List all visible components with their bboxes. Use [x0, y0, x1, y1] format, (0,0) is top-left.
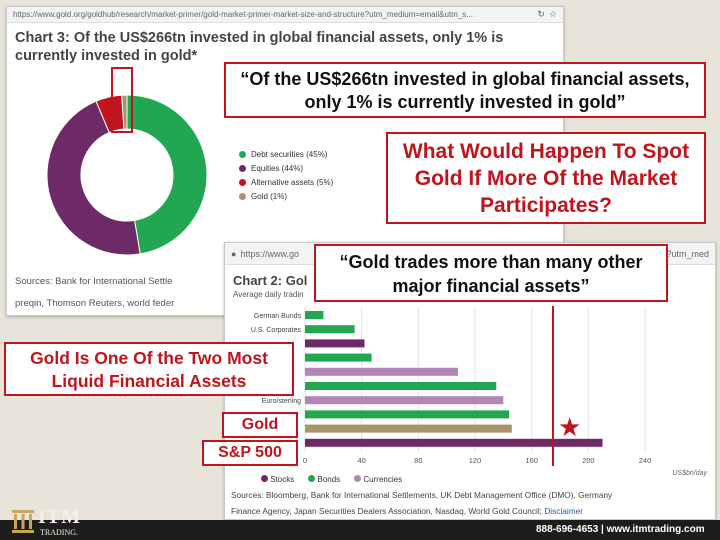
bar-4	[305, 367, 458, 376]
question-callout: What Would Happen To Spot Gold If More O…	[386, 132, 706, 224]
url-text: https://www.gold.org/goldhub/research/ma…	[13, 10, 473, 19]
legend-dot	[239, 178, 246, 186]
donut-chart	[47, 94, 207, 256]
disclaimer-link[interactable]: Disclaimer	[544, 506, 584, 516]
x-tick-label: 80	[414, 456, 422, 465]
legend-item-equities: Equities (44%)	[239, 161, 333, 175]
donut-sources: Sources: Bank for International Settle p…	[15, 276, 175, 309]
chart-3-title: Chart 3: Of the US$266tn invested in glo…	[15, 29, 555, 65]
star-icon[interactable]: ☆	[548, 9, 557, 19]
bar-0	[305, 311, 324, 319]
legend-currencies: Currencies	[354, 475, 402, 484]
star-icon: ★	[558, 412, 582, 442]
bar-5	[305, 382, 497, 390]
donut-slice-debt	[126, 94, 207, 255]
bar-3	[305, 353, 372, 362]
legend-dot	[239, 150, 246, 158]
bar-7	[305, 410, 509, 419]
legend-dot	[239, 164, 246, 172]
x-tick-label: 40	[357, 456, 365, 465]
donut-slice-equities	[47, 100, 141, 256]
legend-bonds: Bonds	[308, 475, 340, 484]
quote-266tn-callout: “Of the US$266tn invested in global fina…	[224, 62, 706, 118]
logo-text: ITM	[38, 506, 81, 528]
x-tick-label: 0	[303, 456, 307, 465]
browser-url-bar[interactable]: https://www.gold.org/goldhub/research/ma…	[7, 7, 563, 23]
url-text-2: https://www.go	[240, 248, 299, 259]
lock-icon: ●	[231, 248, 237, 259]
bar-category-label: Euro/sterling	[262, 398, 301, 405]
legend-item-debt: Debt securities (45%)	[239, 147, 333, 161]
chart-2-title: Chart 2: Gol	[233, 273, 308, 288]
liquid-assets-callout: Gold Is One Of the Two Most Liquid Finan…	[4, 342, 294, 396]
pillar-icon	[12, 510, 34, 533]
footer-contact[interactable]: 888-696-4653 | www.itmtrading.com	[536, 524, 705, 535]
bar-category-label: German Bunds	[254, 313, 302, 320]
x-tick-label: 120	[469, 456, 482, 465]
connector-line	[552, 306, 554, 466]
legend-stocks: Stocks	[261, 475, 294, 484]
bar-category-label: U.S. Corporates	[251, 327, 302, 334]
bar-sources: Sources: Bloomberg, Bank for Internation…	[231, 490, 613, 516]
chart-3-title-line1: Chart 3: Of the US$266tn invested in glo…	[15, 30, 504, 46]
bar-chart: 0 40 80 120 160 200 240 US$bn/day German Bunds U.…	[251, 307, 707, 477]
x-tick-label: 240	[639, 456, 652, 465]
legend-item-gold: Gold (1%)	[239, 189, 333, 203]
logo-subtext: TRADING.	[40, 528, 78, 537]
x-tick-label: 200	[582, 456, 595, 465]
quote-gold-trades-callout: “Gold trades more than many other major …	[314, 244, 668, 302]
donut-legend: Debt securities (45%) Equities (44%) Alt…	[239, 147, 333, 203]
sp500-bar-label: S&P 500	[202, 440, 298, 466]
donut-slice-gold	[121, 94, 128, 130]
legend-dot	[239, 192, 246, 200]
legend-item-alternative: Alternative assets (5%)	[239, 175, 333, 189]
bar-9	[305, 438, 603, 447]
footer-bar	[0, 520, 720, 540]
chart-3-title-line2: currently invested in gold*	[15, 48, 198, 64]
refresh-icon[interactable]: ↻	[537, 9, 545, 19]
itm-logo: ITM TRADING.	[10, 504, 94, 538]
gold-bar-label: Gold	[222, 412, 298, 438]
gold-slice-highlight	[111, 67, 133, 133]
url-tail: e?utm_med	[661, 248, 709, 259]
bar-8	[305, 424, 512, 433]
chart-2-subtitle: Average daily tradin	[233, 290, 304, 299]
bar-1	[305, 325, 355, 334]
x-tick-label: 160	[525, 456, 538, 465]
bar-2	[305, 339, 365, 348]
x-axis-unit: US$bn/day	[672, 470, 707, 477]
bar-6	[305, 396, 504, 405]
bar-legend: Stocks Bonds Currencies	[261, 475, 402, 484]
